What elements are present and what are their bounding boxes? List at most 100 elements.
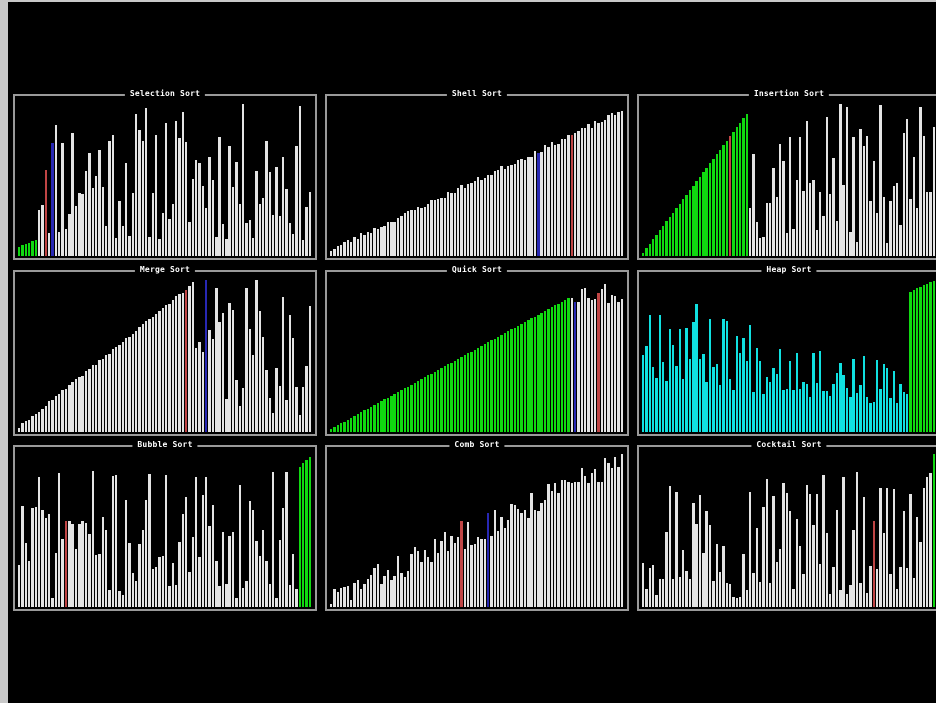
- array-bar: [208, 157, 211, 256]
- array-bar: [748, 208, 752, 256]
- array-bar: [789, 361, 792, 432]
- array-bar: [925, 192, 929, 256]
- panel-title: Shell Sort: [446, 87, 508, 101]
- array-bar: [802, 574, 805, 607]
- array-bar: [336, 246, 340, 256]
- array-bar: [849, 397, 852, 432]
- array-bar: [895, 183, 899, 256]
- panel-shell-sort: Shell Sort: [325, 87, 629, 260]
- array-bar: [295, 589, 298, 607]
- array-bar: [855, 472, 859, 607]
- array-bar: [765, 203, 768, 256]
- array-bar: [134, 114, 138, 256]
- array-bar: [28, 243, 31, 256]
- array-bar: [795, 519, 799, 607]
- array-bar: [792, 229, 795, 256]
- array-bar: [255, 280, 258, 432]
- array-bar: [698, 177, 702, 256]
- array-bar: [211, 505, 215, 607]
- array-bar: [78, 193, 81, 256]
- array-bar: [460, 357, 463, 432]
- array-bar: [768, 203, 772, 256]
- array-bar: [360, 589, 363, 607]
- array-bar: [98, 554, 101, 607]
- array-bar: [416, 551, 420, 607]
- array-bar: [590, 128, 593, 256]
- array-bar: [675, 492, 678, 607]
- array-bar: [144, 108, 148, 256]
- array-bar: [593, 299, 597, 432]
- array-bar: [466, 522, 470, 607]
- array-bar: [785, 493, 789, 607]
- array-bar: [852, 359, 855, 432]
- array-bar: [446, 551, 450, 607]
- array-bar: [426, 375, 430, 432]
- array-bar: [809, 183, 812, 256]
- array-bar: [735, 598, 738, 607]
- array-bar: [812, 353, 815, 432]
- array-bar: [705, 511, 708, 607]
- array-bar: [765, 479, 768, 607]
- array-bar: [517, 509, 520, 607]
- array-bar: [456, 359, 460, 432]
- array-bar: [929, 192, 932, 256]
- array-bar: [151, 569, 155, 607]
- array-bar: [386, 222, 390, 256]
- array-bar: [735, 336, 738, 432]
- array-bar: [593, 469, 597, 607]
- array-bar: [685, 195, 688, 256]
- array-bar: [78, 524, 81, 607]
- array-bar: [161, 556, 165, 607]
- array-bar: [583, 128, 587, 256]
- array-bar: [695, 304, 698, 432]
- array-bar: [376, 403, 380, 432]
- array-bar: [879, 105, 882, 256]
- array-bar: [742, 118, 745, 256]
- array-bar: [363, 235, 366, 256]
- array-bar: [406, 571, 410, 607]
- array-bar: [527, 320, 530, 432]
- array-bar: [510, 329, 513, 432]
- array-bar: [88, 153, 91, 256]
- array-bar: [38, 477, 41, 607]
- array-bar: [413, 547, 416, 607]
- array-bar: [819, 351, 822, 432]
- array-bar: [31, 508, 34, 607]
- array-bar: [563, 300, 567, 432]
- array-bar: [540, 152, 543, 256]
- array-bar: [350, 600, 353, 607]
- array-bar: [161, 308, 165, 432]
- array-bar: [456, 537, 460, 607]
- array-bar: [396, 392, 400, 432]
- array-bar: [822, 391, 825, 432]
- array-bar: [88, 369, 91, 432]
- array-bar: [301, 240, 305, 256]
- array-bar: [722, 145, 725, 256]
- array-bar: [221, 313, 225, 432]
- array-bar: [829, 594, 832, 607]
- array-bar: [151, 193, 155, 256]
- array-bar: [652, 565, 655, 607]
- array-bar: [909, 292, 912, 432]
- array-bar: [728, 379, 732, 432]
- array-bar: [473, 350, 477, 432]
- array-bar: [620, 454, 624, 607]
- array-bar: [350, 242, 353, 256]
- array-bar: [540, 503, 543, 607]
- array-bar: [778, 349, 782, 432]
- array-bar: [752, 154, 755, 256]
- array-bar: [705, 382, 708, 432]
- array-bar: [855, 242, 859, 256]
- array-bar: [446, 192, 450, 256]
- array-bar: [658, 579, 662, 607]
- array-bar: [500, 166, 503, 256]
- array-bar: [54, 396, 58, 432]
- array-bar: [473, 544, 477, 607]
- array-bar: [218, 322, 221, 432]
- array-bar: [543, 311, 547, 432]
- array-bar: [682, 550, 685, 607]
- array-bar: [430, 200, 433, 256]
- array-bar: [154, 314, 158, 432]
- array-bar: [533, 317, 537, 432]
- array-bar: [493, 339, 497, 432]
